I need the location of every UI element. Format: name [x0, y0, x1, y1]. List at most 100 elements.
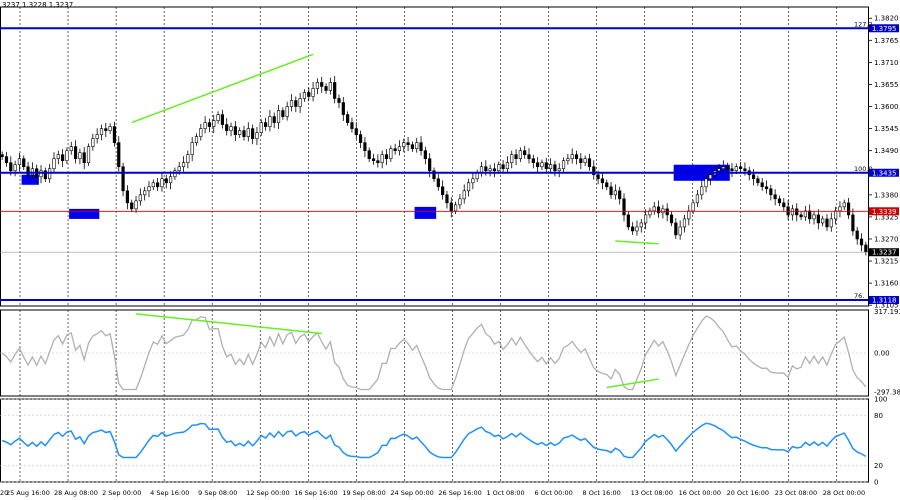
- candle-body: [272, 116, 276, 123]
- candle-body: [61, 154, 65, 162]
- candle-body: [790, 208, 795, 216]
- rsi-tick-label: 80: [874, 412, 883, 420]
- time-tick-label: 19 Sep 08:00: [342, 489, 385, 497]
- rsi-tick-label: 20: [874, 462, 883, 470]
- candle-body: [134, 200, 138, 210]
- candle-body: [622, 198, 626, 216]
- candle-body: [298, 98, 302, 107]
- candle-body: [125, 190, 129, 204]
- candle-body: [43, 170, 47, 180]
- candle-body: [194, 136, 199, 143]
- candle-body: [380, 154, 384, 164]
- candle-body: [488, 168, 492, 172]
- candle-body: [199, 128, 203, 137]
- candle-body: [246, 128, 250, 137]
- candle-body: [354, 128, 358, 135]
- current-price-label: 1.3237: [872, 249, 897, 257]
- cci-frame: [0, 309, 869, 397]
- candle-body: [484, 166, 488, 172]
- price-tick-label: 1.3325: [874, 213, 899, 221]
- candle-body: [730, 168, 734, 172]
- candle-body: [173, 170, 177, 178]
- cci-tick-label: 317.1939: [874, 308, 900, 316]
- candle-body: [294, 100, 298, 107]
- candle-body: [324, 86, 328, 91]
- time-tick-label: 23 Oct 08:00: [775, 489, 817, 497]
- candle-body: [281, 110, 285, 117]
- cci-tick-label: -297.386: [874, 388, 900, 396]
- price-tick-label: 1.3600: [874, 103, 899, 111]
- candle-body: [302, 92, 307, 99]
- candle-body: [108, 126, 112, 131]
- candle-body: [238, 130, 242, 135]
- candle-body: [337, 98, 341, 103]
- level-price-tag: [869, 207, 899, 216]
- candle-body: [687, 210, 691, 220]
- time-tick-label: 28 Oct 00:00: [823, 489, 865, 497]
- candle-body: [207, 122, 212, 127]
- candle-body: [376, 160, 380, 164]
- candle-body: [346, 114, 350, 123]
- candle-body: [449, 202, 453, 212]
- candle-body: [130, 202, 134, 210]
- candle-body: [579, 158, 583, 164]
- time-tick-label: 2 Sep 00:00: [102, 489, 141, 497]
- candle-body: [328, 82, 332, 91]
- candle-body: [631, 226, 635, 232]
- candle-body: [212, 120, 216, 127]
- candle-body: [846, 202, 851, 216]
- candle-body: [436, 178, 440, 188]
- candle-body: [203, 122, 207, 129]
- price-tick-label: 1.3820: [874, 15, 899, 23]
- price-tick-label: 1.3215: [874, 258, 899, 266]
- candle-body: [445, 194, 449, 204]
- candle-body: [168, 176, 173, 184]
- price-tick-label: 1.3490: [874, 147, 899, 155]
- candle-body: [251, 128, 255, 139]
- candle-body: [527, 154, 531, 160]
- current-price-tag: [869, 248, 899, 257]
- candle-body: [592, 166, 596, 176]
- time-tick-label: 16 Sep 16:00: [294, 489, 337, 497]
- candle-body: [618, 190, 622, 200]
- candle-body: [341, 102, 345, 115]
- candle-body: [635, 226, 639, 232]
- time-tick-label: 8 Oct 16:00: [583, 489, 621, 497]
- candle-body: [825, 218, 829, 228]
- rsi-panel: 100 80 20 0: [0, 396, 887, 487]
- price-tick-label: 1.3710: [874, 59, 899, 67]
- candle-body: [242, 130, 246, 137]
- candle-body: [851, 214, 855, 232]
- level-price-label: 1.3795: [872, 25, 897, 33]
- candle-body: [358, 134, 363, 143]
- candle-body: [855, 230, 859, 240]
- candle-body: [112, 126, 117, 143]
- candle-body: [704, 178, 708, 188]
- candle-body: [82, 152, 86, 164]
- candle-body: [311, 88, 315, 97]
- candle-body: [600, 178, 605, 184]
- level-price-tag: [869, 24, 899, 33]
- candle-body: [816, 214, 820, 224]
- candle-body: [415, 142, 419, 149]
- candle-body: [17, 158, 22, 166]
- candle-body: [466, 182, 471, 192]
- candle-body: [656, 206, 661, 214]
- candle-body: [674, 222, 678, 236]
- candle-body: [803, 210, 807, 218]
- price-tick-label: 1.3545: [874, 125, 899, 133]
- candle-body: [99, 128, 104, 135]
- cci-tick-label: 0.00: [874, 350, 890, 358]
- candle-body: [30, 168, 34, 176]
- candle-body: [138, 194, 142, 202]
- time-axis-prefix: 20: [0, 489, 8, 497]
- candle-body: [557, 168, 561, 172]
- candle-body: [821, 218, 825, 224]
- candle-body: [665, 208, 669, 216]
- candle-body: [721, 166, 725, 170]
- candle-body: [4, 156, 9, 164]
- candle-body: [315, 82, 320, 89]
- candle-body: [462, 190, 466, 200]
- candle-body: [583, 158, 587, 164]
